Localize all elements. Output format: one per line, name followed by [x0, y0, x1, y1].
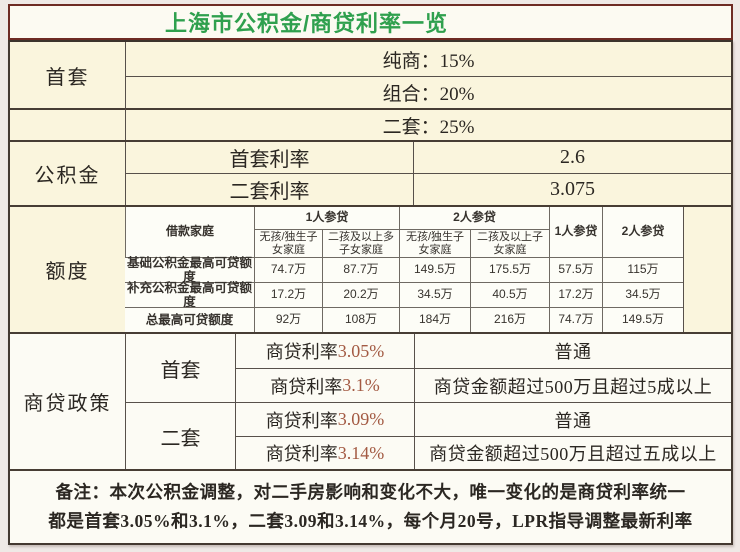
- quota-value: 74.7万: [254, 257, 322, 282]
- commercial-rate-cell: 商贷利率 3.1%: [235, 368, 414, 402]
- quota-group2-header: 2人参贷: [399, 207, 549, 229]
- quota-corner-header: 借款家庭: [125, 207, 254, 257]
- quota-row-label: 基础公积金最高可贷额度: [125, 255, 254, 284]
- quota-value: 216万: [470, 307, 549, 332]
- rate-value: 3.14%: [337, 442, 385, 463]
- quota-value: 115万: [602, 257, 683, 282]
- rate-value: 3.05%: [337, 340, 385, 361]
- quota-row-label: 总最高可贷额度: [125, 307, 254, 332]
- section-fund: 公积金 首套利率 2.6 二套利率 3.075: [10, 140, 731, 205]
- section-quota: 额度 借款家庭 1人参贷 2人参贷 1人参贷 2人参贷 无孩/独生子女家庭 二孩…: [10, 205, 731, 332]
- commercial-rate-cell: 商贷利率 3.05%: [235, 334, 414, 368]
- fund-first-rate-name: 首套利率: [125, 142, 413, 173]
- section-commercial-policy: 商贷政策 首套 商贷利率 3.05% 普通 商贷利率 3.1% 商贷金额超过500万…: [10, 332, 731, 469]
- quota-value: 149.5万: [602, 307, 683, 332]
- quota-label: 额度: [10, 207, 125, 332]
- quota-value: 108万: [322, 307, 399, 332]
- first-home-label: 首套: [10, 42, 125, 108]
- rate-prefix: 商贷利率: [265, 342, 338, 362]
- commercial-policy-label: 商贷政策: [10, 334, 125, 469]
- pure-commercial-rate: 纯商：15%: [125, 42, 731, 76]
- rates-table: 首套 纯商：15% 组合：20% 二套：25% 公积金 首套利率 2.6 二套利…: [8, 40, 733, 545]
- rate-value: 3.1%: [342, 375, 380, 395]
- quota-value: 184万: [399, 307, 470, 332]
- quota-value: 20.2万: [322, 282, 399, 307]
- rate-value: 3.09%: [337, 409, 385, 429]
- quota-single1-header: 1人参贷: [549, 207, 602, 257]
- quota-sub-header-2: 二孩及以上多子女家庭: [322, 229, 399, 257]
- quota-value: 175.5万: [470, 257, 549, 282]
- footnote: 备注：本次公积金调整，对二手房影响和变化不大，唯一变化的是商贷利率统一 都是首套…: [10, 469, 731, 543]
- quota-right-filler: [683, 207, 731, 332]
- quota-value: 57.5万: [549, 257, 602, 282]
- fund-second-rate-name: 二套利率: [125, 173, 413, 205]
- commercial-condition: 商贷金额超过500万且超过五成以上: [414, 436, 731, 469]
- second-home-rate: 二套：25%: [125, 108, 731, 140]
- commercial-second-home-label: 二套: [125, 402, 235, 469]
- quota-value: 149.5万: [399, 257, 470, 282]
- quota-sub-header-4: 二孩及以上子女家庭: [470, 229, 549, 257]
- page-title: 上海市公积金/商贷利率一览: [164, 11, 449, 36]
- fund-label: 公积金: [10, 142, 125, 205]
- fund-second-rate-value: 3.075: [413, 173, 731, 205]
- quota-value: 92万: [254, 307, 322, 332]
- commercial-condition: 商贷金额超过500万且超过5成以上: [414, 368, 731, 402]
- quota-group1-header: 1人参贷: [254, 207, 399, 229]
- rate-prefix: 商贷利率: [265, 410, 338, 431]
- quota-value: 34.5万: [602, 282, 683, 307]
- commercial-first-home-label: 首套: [125, 334, 235, 402]
- commercial-rate-cell: 商贷利率 3.09%: [235, 402, 414, 436]
- commercial-condition: 普通: [414, 334, 731, 368]
- combo-rate: 组合：20%: [125, 76, 731, 108]
- quota-value: 17.2万: [254, 282, 322, 307]
- rate-prefix: 商贷利率: [270, 376, 343, 397]
- quota-row-label: 补充公积金最高可贷额度: [125, 280, 254, 309]
- quota-value: 87.7万: [322, 257, 399, 282]
- rate-prefix: 商贷利率: [265, 444, 338, 464]
- quota-sub-header-3: 无孩/独生子女家庭: [399, 229, 470, 257]
- commercial-condition: 普通: [414, 402, 731, 436]
- quota-value: 17.2万: [549, 282, 602, 307]
- quota-single2-header: 2人参贷: [602, 207, 683, 257]
- footnote-line-2: 都是首套3.05%和3.1%，二套3.09和3.14%，每个月20号，LPR指导…: [48, 511, 693, 531]
- quota-value: 74.7万: [549, 307, 602, 332]
- section-first-home: 首套 纯商：15% 组合：20% 二套：25%: [10, 42, 731, 140]
- quota-sub-header-1: 无孩/独生子女家庭: [254, 229, 322, 257]
- quota-value: 34.5万: [399, 282, 470, 307]
- quota-value: 40.5万: [470, 282, 549, 307]
- title-bar: 上海市公积金/商贷利率一览: [8, 4, 733, 40]
- footnote-line-1: 备注：本次公积金调整，对二手房影响和变化不大，唯一变化的是商贷利率统一: [55, 482, 686, 502]
- commercial-rate-cell: 商贷利率 3.14%: [235, 436, 414, 469]
- fund-first-rate-value: 2.6: [413, 142, 731, 173]
- second-home-label-empty: [10, 108, 125, 140]
